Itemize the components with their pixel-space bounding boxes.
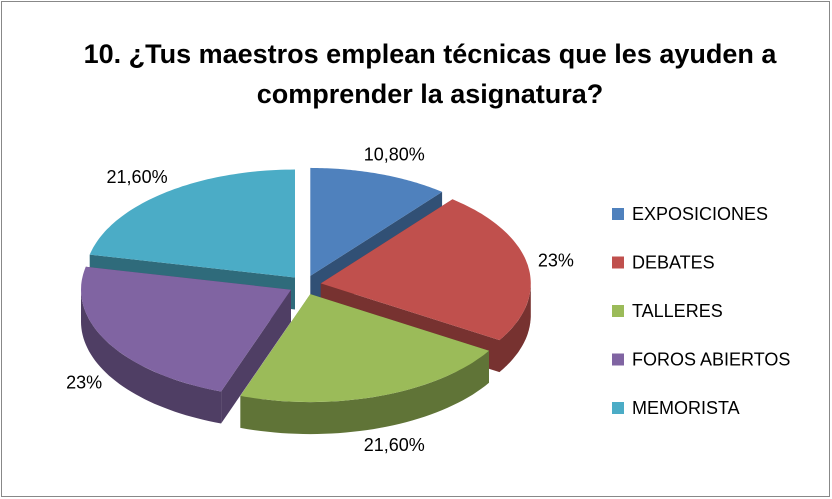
slice-wall	[499, 283, 531, 373]
slice-wall	[221, 289, 291, 424]
legend-label: EXPOSICIONES	[632, 204, 768, 224]
legend-swatch	[612, 305, 624, 317]
slice	[81, 266, 291, 392]
legend-label: TALLERES	[632, 301, 723, 321]
slice	[240, 294, 489, 403]
legend-label: MEMORISTA	[632, 398, 740, 418]
data-label: 21,60%	[364, 435, 425, 455]
data-label: 23%	[538, 251, 574, 271]
legend-swatch	[612, 256, 624, 269]
legend-swatch	[612, 208, 624, 220]
data-label: 10,80%	[364, 144, 425, 164]
legend-label: DEBATES	[632, 252, 715, 272]
legend-swatch	[612, 353, 624, 366]
data-label: 21,60%	[107, 167, 168, 187]
slice-wall	[81, 289, 222, 424]
slice	[89, 169, 295, 278]
chart-title: 10. ¿Tus maestros emplean técnicas que l…	[83, 39, 777, 109]
slice	[310, 167, 443, 276]
legend-swatch	[612, 402, 624, 414]
slice	[320, 199, 531, 341]
data-label: 23%	[66, 373, 102, 393]
slice-wall	[240, 350, 489, 435]
legend-label: FOROS ABIERTOS	[632, 349, 790, 369]
